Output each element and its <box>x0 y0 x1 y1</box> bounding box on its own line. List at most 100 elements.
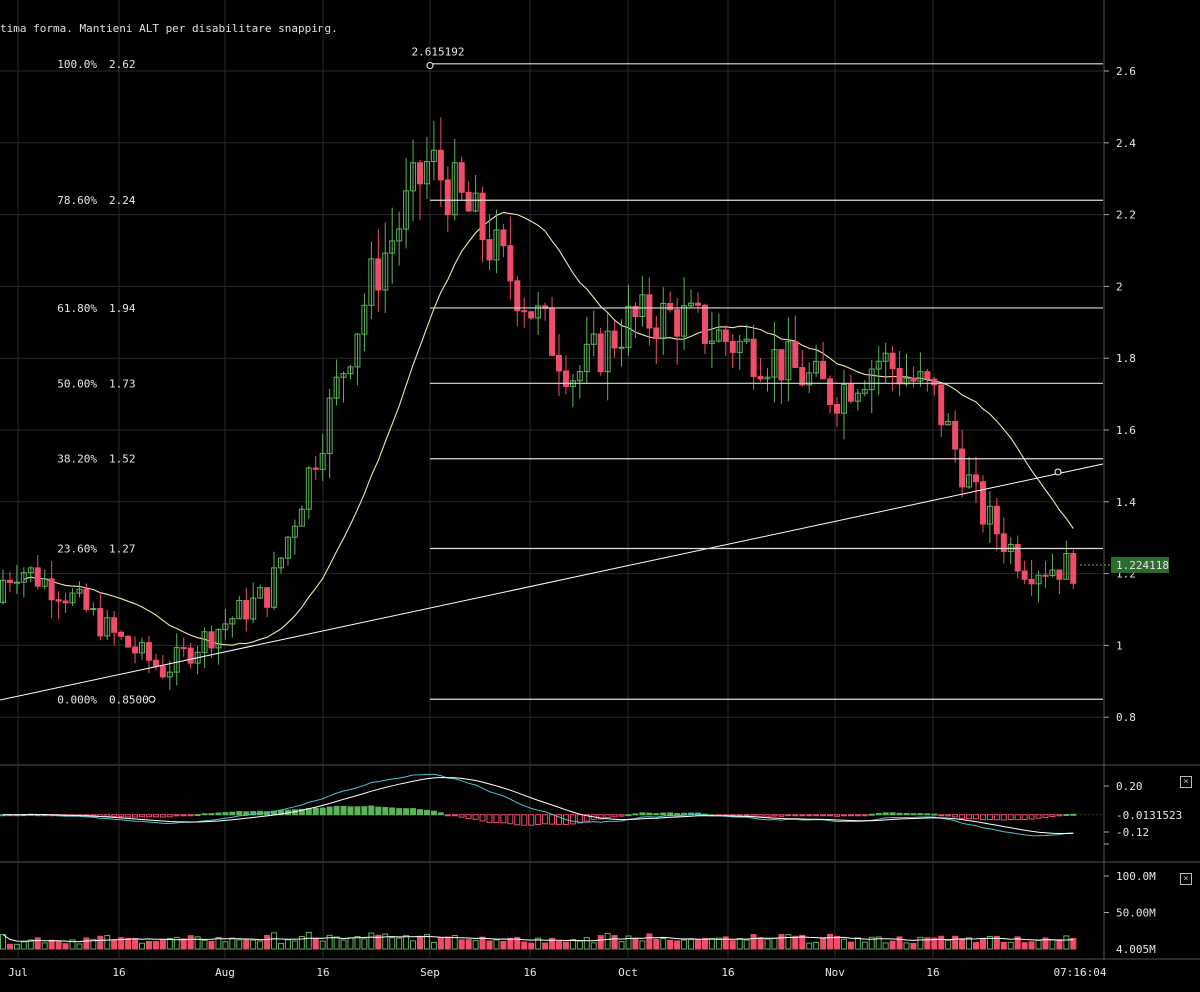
candle-body <box>792 341 799 369</box>
volume-bar <box>625 935 632 950</box>
volume-bar <box>76 943 83 950</box>
volume-bar <box>145 941 152 950</box>
volume-close-icon[interactable]: × <box>1180 873 1192 885</box>
candle-body <box>1035 574 1042 585</box>
macd-close-icon[interactable]: × <box>1180 776 1192 788</box>
candle-body <box>854 392 861 402</box>
volume-bar <box>1049 939 1056 950</box>
macd-bar <box>771 814 778 817</box>
fib-level-pct: 61.80% <box>57 302 97 315</box>
candle-body <box>111 617 118 633</box>
macd-bar <box>396 808 403 816</box>
candle-body <box>840 383 847 414</box>
macd-bar <box>389 807 396 816</box>
volume-bar <box>215 936 222 950</box>
macd-bar <box>1056 814 1063 817</box>
macd-bar <box>535 814 542 826</box>
volume-bar <box>173 936 180 950</box>
macd-bar <box>931 813 938 816</box>
volume-bar <box>139 942 145 950</box>
macd-bar <box>437 812 444 816</box>
volume-bar <box>632 938 639 950</box>
candle-body <box>48 578 55 601</box>
macd-bar <box>340 805 347 816</box>
volume-bar <box>771 937 778 950</box>
macd-bar <box>465 814 472 820</box>
macd-line <box>3 773 1074 837</box>
candles-group <box>0 117 1077 690</box>
volume-bar <box>118 937 125 950</box>
candle-body <box>799 367 806 386</box>
macd-bar <box>1014 814 1021 821</box>
volume-bar <box>1014 936 1021 950</box>
candle-body <box>34 567 41 587</box>
candle-body <box>514 280 521 312</box>
volume-bar <box>48 939 55 950</box>
fib-level-value: 2.24 <box>109 194 136 207</box>
macd-bar <box>813 814 820 817</box>
candle-body <box>139 642 145 654</box>
macd-bar <box>910 813 917 816</box>
volume-ma-line <box>2 934 1074 943</box>
macd-bar <box>952 814 959 818</box>
macd-bar <box>556 814 562 825</box>
candle-body <box>326 397 333 454</box>
volume-bar <box>222 941 229 950</box>
candle-body <box>507 245 514 282</box>
macd-bar <box>451 814 458 817</box>
time-tick-label: 16 <box>721 966 734 979</box>
volume-bar <box>298 936 305 950</box>
candle-body <box>271 567 278 608</box>
price-tick-label: 2.2 <box>1116 209 1136 222</box>
volume-bar <box>576 940 583 950</box>
candle-body <box>90 608 97 611</box>
volume-bar <box>437 937 444 950</box>
volume-bar <box>486 940 493 950</box>
candle-body <box>1021 570 1028 580</box>
volume-bar <box>326 934 333 950</box>
macd-bar <box>840 814 847 817</box>
candle-body <box>806 372 813 386</box>
macd-bar <box>924 813 931 816</box>
volume-bar <box>34 937 41 950</box>
macd-bar <box>736 814 743 817</box>
volume-bar <box>375 934 382 950</box>
volume-bar <box>243 939 250 950</box>
price-tick-label: 2.4 <box>1116 137 1136 150</box>
volume-bar <box>264 934 271 950</box>
candle-body <box>354 333 361 368</box>
candle-body <box>646 294 653 329</box>
volume-bar <box>806 942 813 950</box>
candle-body <box>41 578 48 587</box>
macd-bar <box>562 814 569 825</box>
macd-bar <box>514 814 521 826</box>
macd-bar <box>785 814 792 817</box>
candle-body <box>632 305 639 317</box>
macd-bar <box>229 811 236 816</box>
candle-body <box>764 376 771 380</box>
candle-body <box>562 370 569 387</box>
candle-body <box>667 302 674 311</box>
candle-body <box>847 383 854 402</box>
current-price-label: 1.224118 <box>1116 559 1169 572</box>
candle-body <box>486 239 493 261</box>
candle-body <box>361 304 368 335</box>
macd-bar <box>959 814 966 819</box>
candle-body <box>945 420 952 426</box>
macd-bar <box>243 811 250 816</box>
candle-body <box>166 671 173 678</box>
candle-body <box>194 651 201 664</box>
macd-bar <box>166 814 173 818</box>
candle-body <box>368 258 375 306</box>
candle-body <box>695 302 701 306</box>
macd-bar <box>444 814 451 817</box>
volume-bar <box>166 938 173 950</box>
candle-body <box>403 190 410 230</box>
candle-body <box>97 608 104 637</box>
macd-bar <box>569 814 576 825</box>
macd-bar <box>104 814 111 817</box>
macd-bar <box>472 814 479 820</box>
macd-bar <box>145 814 152 818</box>
macd-bar <box>903 813 910 816</box>
